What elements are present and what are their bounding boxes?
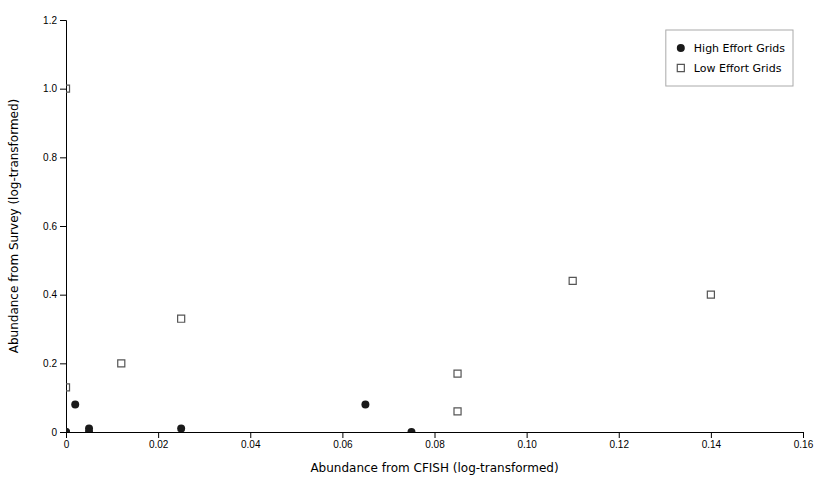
tick-mark — [619, 432, 620, 438]
tick: 0.2 — [43, 358, 66, 369]
y-axis: 0 0.2 0.4 0.6 0.8 1.0 1.2 — [43, 15, 66, 438]
chart: 0 0.02 0.04 0.06 0.08 0.10 0.12 0.14 0.16 0 0.2 0.4… — [0, 0, 827, 484]
tick: 0.02 — [149, 432, 169, 450]
legend-symbol — [677, 64, 684, 71]
plot: 0 0.02 0.04 0.06 0.08 0.10 0.12 0.14 0.16 0 0.2 0.4… — [7, 15, 814, 475]
tick-label: 0.10 — [517, 439, 537, 450]
tick: 0.8 — [43, 152, 66, 163]
point — [407, 428, 415, 432]
point — [454, 370, 461, 377]
legend-symbol — [677, 44, 685, 52]
tick-mark — [60, 20, 66, 21]
tick-mark — [60, 363, 66, 364]
tick: 0.4 — [43, 289, 66, 300]
series — [66, 85, 714, 415]
legend-box — [666, 30, 793, 86]
point — [66, 384, 70, 391]
tick-label: 0.16 — [794, 439, 814, 450]
point — [66, 85, 70, 92]
tick-mark — [60, 295, 66, 296]
tick: 0 — [64, 432, 70, 450]
tick-label: 0 — [64, 439, 70, 450]
y-axis-title: Abundance from Survey (log-transformed) — [7, 99, 21, 354]
tick: 0.14 — [702, 432, 722, 450]
tick-mark — [527, 432, 528, 438]
axis-line — [60, 21, 67, 433]
tick: 0.08 — [425, 432, 445, 450]
tick-mark — [60, 226, 66, 227]
tick-label: 0.06 — [333, 439, 353, 450]
marks — [66, 85, 714, 432]
legend: High Effort Grids Low Effort Grids — [666, 30, 793, 86]
legend-item: High Effort Grids — [677, 42, 785, 55]
tick: 1.0 — [43, 83, 66, 94]
point — [569, 277, 576, 284]
tick: 0.10 — [517, 432, 537, 450]
tick-mark — [60, 432, 66, 433]
series — [66, 401, 415, 432]
point — [85, 428, 93, 432]
point — [177, 425, 185, 432]
tick: 0.04 — [241, 432, 261, 450]
tick-mark — [711, 432, 712, 438]
tick-label: 0.12 — [610, 439, 630, 450]
point — [454, 408, 461, 415]
tick-label: 0.04 — [241, 439, 261, 450]
tick-mark — [435, 432, 436, 438]
tick-mark — [250, 432, 251, 438]
tick: 0.12 — [610, 432, 630, 450]
tick-mark — [60, 89, 66, 90]
tick-label: 0.6 — [43, 221, 57, 232]
point — [66, 428, 70, 432]
tick: 0.16 — [794, 432, 814, 450]
tick-label: 1.0 — [43, 83, 57, 94]
tick-label: 0.02 — [149, 439, 169, 450]
point — [118, 360, 125, 367]
tick-mark — [342, 432, 343, 438]
legend-label: High Effort Grids — [694, 42, 785, 55]
point — [178, 315, 185, 322]
tick-mark — [803, 432, 804, 438]
tick: 0.06 — [333, 432, 353, 450]
tick-label: 0.2 — [43, 358, 57, 369]
legend-item: Low Effort Grids — [677, 62, 781, 75]
tick-label: 0.4 — [43, 289, 57, 300]
tick-label: 1.2 — [43, 15, 57, 26]
point — [707, 291, 714, 298]
x-axis-title: Abundance from CFISH (log-transformed) — [310, 461, 558, 475]
x-axis: 0 0.02 0.04 0.06 0.08 0.10 0.12 0.14 0.16 — [64, 432, 814, 450]
tick-mark — [158, 432, 159, 438]
axis-line — [67, 433, 804, 439]
tick-label: 0.08 — [425, 439, 445, 450]
legend-label: Low Effort Grids — [694, 62, 782, 75]
tick-label: 0 — [51, 427, 57, 438]
point — [361, 401, 369, 409]
tick-label: 0.14 — [702, 439, 722, 450]
tick: 0.6 — [43, 221, 66, 232]
point — [66, 428, 70, 432]
tick: 0 — [51, 427, 66, 438]
tick-label: 0.8 — [43, 152, 57, 163]
point — [71, 401, 79, 409]
tick-mark — [60, 157, 66, 158]
tick: 1.2 — [43, 15, 66, 26]
